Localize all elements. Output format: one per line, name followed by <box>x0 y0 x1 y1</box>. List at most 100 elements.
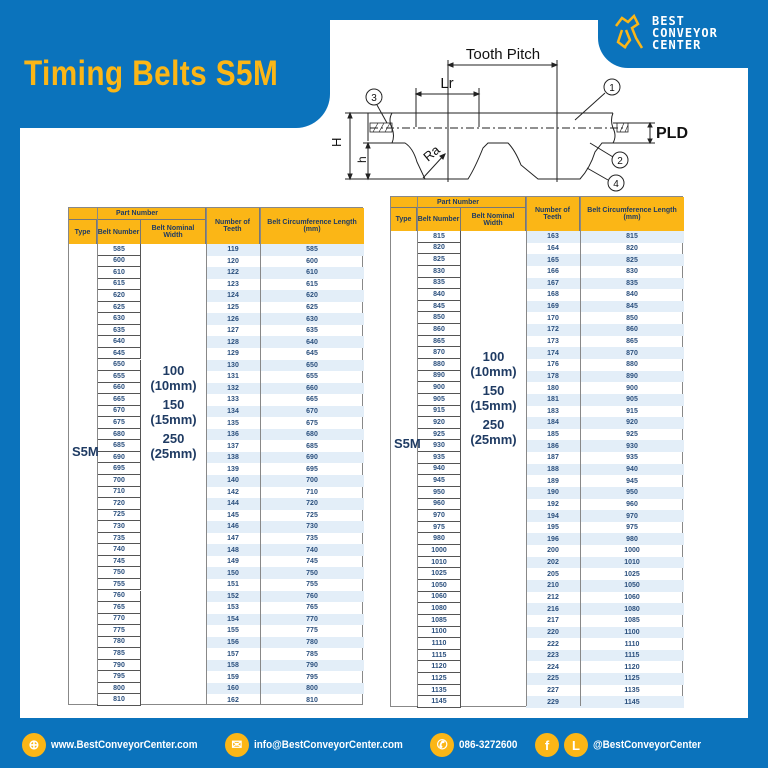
teeth-cell: 169 <box>526 300 580 313</box>
belt-number-cell: 825 <box>417 254 461 266</box>
belt-number-cell: 655 <box>97 371 141 383</box>
length-cell: 755 <box>306 581 318 589</box>
teeth-cell: 148 <box>206 544 260 556</box>
length-cell: 860 <box>580 324 684 336</box>
belt-number-cell: 950 <box>417 486 461 499</box>
length-cell: 970 <box>580 510 684 522</box>
teeth-cell: 126 <box>206 313 260 325</box>
header-type: Type <box>391 208 417 231</box>
length-cell: 610 <box>260 267 364 279</box>
length-cell: 975 <box>626 524 638 532</box>
callout-4-label: 4 <box>613 179 619 190</box>
length-cell: 1060 <box>624 593 640 601</box>
belt-number-cell: 865 <box>417 335 461 348</box>
belt-number-cell: 750 <box>97 567 141 579</box>
belt-number-cell: 925 <box>417 428 461 441</box>
belt-number-cell: 915 <box>417 405 461 418</box>
belt-number-cell: 670 <box>97 405 141 418</box>
teeth-cell: 188 <box>526 463 580 476</box>
length-cell: 1145 <box>580 696 684 708</box>
nominal-width-values: 100 (10mm) 150 (15mm) 250 (25mm) <box>461 349 526 447</box>
column-divider <box>580 197 581 706</box>
teeth-cell: 120 <box>227 257 239 265</box>
teeth-cell: 222 <box>547 640 559 648</box>
social-handle[interactable]: @BestConveyorCenter <box>593 739 702 751</box>
belt-number-cell: 675 <box>97 417 141 429</box>
belt-number-cell: 790 <box>97 659 141 672</box>
belt-number-cell: 820 <box>417 242 461 255</box>
length-cell: 780 <box>260 636 364 649</box>
length-cell: 1085 <box>624 617 640 625</box>
length-cell: 790 <box>260 659 364 672</box>
length-cell: 1000 <box>624 547 640 555</box>
length-cell: 825 <box>580 254 684 266</box>
nominal-width-value: 250 <box>162 431 185 446</box>
teeth-cell: 127 <box>227 327 239 335</box>
belt-number-cell: 1145 <box>417 696 461 708</box>
teeth-cell: 194 <box>526 510 580 522</box>
belt-number-cell: 940 <box>417 463 461 476</box>
phone-number[interactable]: 086-3272600 <box>459 739 518 751</box>
belt-number-cell: 815 <box>417 231 461 243</box>
belt-number-cell: 840 <box>417 289 461 301</box>
length-cell: 665 <box>306 396 318 404</box>
facebook-icon[interactable]: f <box>535 733 560 757</box>
teeth-cell: 183 <box>547 407 559 415</box>
belt-number-cell: 945 <box>417 475 461 487</box>
length-cell: 810 <box>306 696 318 704</box>
ra-label: Ra <box>420 142 443 165</box>
belt-number-cell: 905 <box>417 393 461 406</box>
length-cell: 635 <box>306 327 318 335</box>
belt-number-cell: 1050 <box>417 580 461 592</box>
length-cell: 925 <box>626 431 638 439</box>
belt-number-cell: 1125 <box>417 673 461 685</box>
belt-number-cell: 780 <box>97 636 141 649</box>
email-link[interactable]: info@BestConveyorCenter.com <box>253 739 403 751</box>
teeth-cell: 146 <box>206 521 260 533</box>
belt-number-cell: 795 <box>97 671 141 683</box>
teeth-cell: 154 <box>206 613 260 626</box>
teeth-cell: 145 <box>227 511 239 519</box>
teeth-cell: 210 <box>526 580 580 592</box>
header-nominal-width: Belt Nominal Width <box>461 208 526 231</box>
teeth-cell: 170 <box>547 314 559 322</box>
website-link[interactable]: www.BestConveyorCenter.com <box>51 739 198 751</box>
teeth-cell: 184 <box>526 417 580 429</box>
belt-number-cell: 690 <box>97 451 141 464</box>
length-cell: 625 <box>306 304 318 312</box>
belt-number-cell: 730 <box>97 521 141 533</box>
length-cell: 1120 <box>624 663 640 671</box>
length-cell: 660 <box>260 382 364 395</box>
teeth-cell: 216 <box>526 603 580 615</box>
length-cell: 740 <box>260 544 364 556</box>
teeth-cell: 149 <box>227 558 239 566</box>
teeth-cell: 128 <box>206 336 260 348</box>
column-divider <box>97 208 98 704</box>
logo-line: CENTER <box>652 38 702 52</box>
length-cell: 945 <box>626 477 638 485</box>
column-divider <box>260 208 261 704</box>
teeth-cell: 172 <box>526 324 580 336</box>
callout-2-label: 2 <box>617 156 623 167</box>
length-cell: 650 <box>260 359 364 372</box>
length-cell: 915 <box>626 407 638 415</box>
length-cell: 645 <box>306 350 318 358</box>
length-cell: 930 <box>580 440 684 453</box>
teeth-cell: 125 <box>227 304 239 312</box>
length-cell: 950 <box>580 486 684 499</box>
belt-number-cell: 625 <box>97 301 141 314</box>
length-cell: 1125 <box>580 673 684 685</box>
teeth-cell: 225 <box>526 673 580 685</box>
belt-number-cell: 740 <box>97 544 141 556</box>
callout-1 <box>603 78 621 96</box>
teeth-cell: 176 <box>547 361 559 369</box>
length-cell: 690 <box>260 451 364 464</box>
belt-number-cell: 810 <box>97 694 141 706</box>
nominal-width-value: (15mm) <box>150 412 197 427</box>
nominal-width-value: 100 <box>482 349 505 364</box>
belt-number-cell: 1085 <box>417 614 461 627</box>
teeth-cell: 139 <box>227 465 239 473</box>
header-length: Belt Circumference Length (mm) <box>580 197 684 231</box>
belt-number-cell: 920 <box>417 417 461 429</box>
line-icon[interactable]: L <box>564 733 589 757</box>
